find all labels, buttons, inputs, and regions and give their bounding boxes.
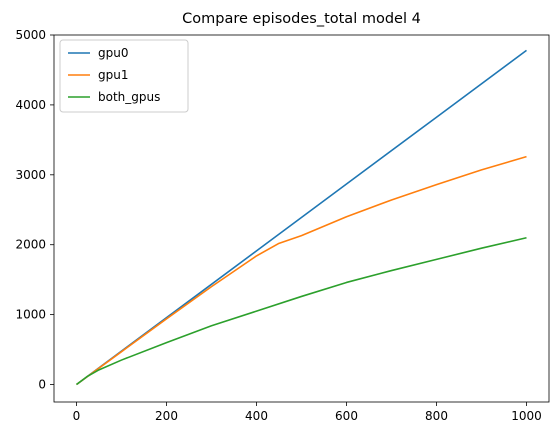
y-tick-label: 2000	[15, 238, 46, 252]
chart-title: Compare episodes_total model 4	[182, 11, 421, 27]
x-tick-label: 1000	[511, 409, 542, 423]
y-tick-label: 4000	[15, 98, 46, 112]
series-line-gpu1	[77, 157, 527, 385]
x-tick-label: 800	[425, 409, 448, 423]
x-tick-label: 600	[335, 409, 358, 423]
legend: gpu0 gpu1 both_gpus	[60, 40, 188, 112]
y-axis: 0 1000 2000 3000 4000 5000	[15, 28, 54, 392]
legend-label-both-gpus: both_gpus	[98, 90, 160, 104]
x-tick-label: 0	[73, 409, 81, 423]
y-tick-label: 3000	[15, 168, 46, 182]
legend-label-gpu1: gpu1	[98, 68, 128, 82]
legend-label-gpu0: gpu0	[98, 46, 128, 60]
series-line-both-gpus	[77, 238, 527, 385]
y-tick-label: 0	[38, 378, 46, 392]
x-axis: 0 200 400 600 800 1000	[73, 402, 542, 423]
y-tick-label: 1000	[15, 308, 46, 322]
y-tick-label: 5000	[15, 28, 46, 42]
x-tick-label: 200	[155, 409, 178, 423]
x-tick-label: 400	[245, 409, 268, 423]
